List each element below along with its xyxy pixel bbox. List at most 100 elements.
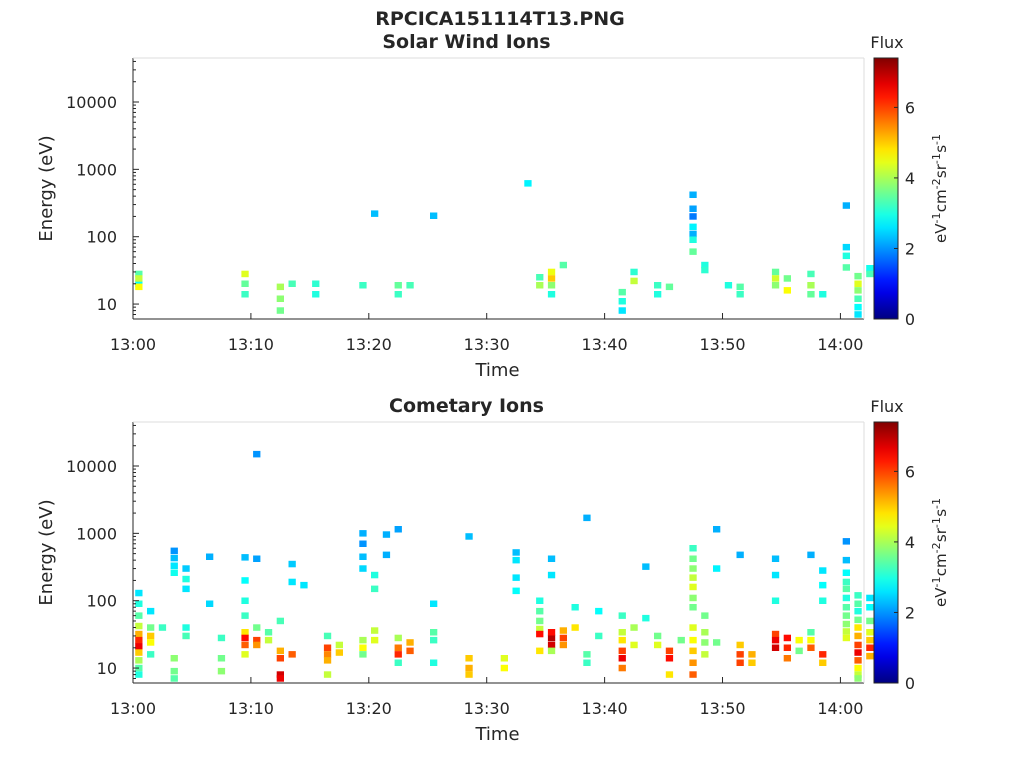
heatmap-cell <box>771 275 780 282</box>
heatmap-cell <box>430 636 438 644</box>
heatmap-cell <box>253 450 261 458</box>
heatmap-cell <box>713 639 721 646</box>
colorbar-title: Flux <box>870 397 903 416</box>
heatmap-cell <box>430 600 438 607</box>
heatmap-cell <box>854 295 862 302</box>
heatmap-cell <box>359 565 367 572</box>
colorbar-gradient <box>873 421 899 684</box>
heatmap-cell <box>689 205 697 212</box>
heatmap-cell <box>465 664 473 672</box>
unit-base: sr <box>932 163 950 178</box>
heatmap-cell <box>689 583 697 591</box>
heatmap-cell <box>536 617 544 625</box>
heatmap-cell <box>135 630 143 638</box>
heatmap-cell <box>547 268 556 276</box>
heatmap-cell <box>170 675 178 682</box>
heatmap-cell <box>866 604 874 611</box>
heatmap-cell <box>430 629 438 636</box>
heatmap-cell <box>394 526 402 533</box>
heatmap-cell <box>701 612 709 619</box>
unit-base: cm <box>932 553 950 576</box>
heatmap-cell <box>665 647 674 655</box>
heatmap-cell <box>465 533 473 540</box>
heatmap-cell <box>736 659 744 666</box>
heatmap-cell <box>819 659 827 666</box>
heatmap-cell <box>135 600 143 607</box>
heatmap-cell <box>807 636 815 644</box>
heatmap-cell <box>241 270 249 278</box>
heatmap-cell <box>241 641 249 649</box>
heatmap-cell <box>335 641 343 649</box>
y-tick-label: 100 <box>86 592 117 611</box>
x-axis-label: Time <box>474 360 519 381</box>
heatmap-cell <box>276 655 284 662</box>
heatmap-cell <box>771 644 780 651</box>
heatmap-cell <box>689 624 697 631</box>
heatmap-cell <box>736 651 744 658</box>
heatmap-cell <box>571 604 579 611</box>
heatmap-cell <box>583 659 591 666</box>
heatmap-cell <box>536 607 544 615</box>
heatmap-cell <box>819 597 827 604</box>
heatmap-cell <box>465 655 473 662</box>
heatmap-cell <box>795 636 803 644</box>
heatmap-cell <box>677 636 685 644</box>
x-tick-label: 14:00 <box>817 699 863 718</box>
colorbar-unit-label: eV-1 cm-2 sr-1 s-1 <box>930 498 950 607</box>
heatmap-cell <box>182 585 190 593</box>
heatmap-cell <box>642 563 650 570</box>
heatmap-cell <box>135 270 143 278</box>
heatmap-cell <box>430 659 438 666</box>
colorbar-tick-label: 2 <box>905 603 915 622</box>
unit-exponent: -1 <box>930 213 943 224</box>
x-tick-label: 13:50 <box>699 699 745 718</box>
heatmap-cells <box>135 450 874 682</box>
heatmap-cell <box>382 531 391 538</box>
heatmap-cell <box>135 589 143 597</box>
heatmap-cell <box>701 266 709 274</box>
heatmap-cell <box>618 629 626 636</box>
heatmap-cell <box>547 275 556 282</box>
heatmap-cell <box>807 282 815 289</box>
heatmap-cell <box>276 675 284 682</box>
heatmap-cell <box>288 560 296 568</box>
heatmap-cell <box>359 282 367 289</box>
heatmap-cell <box>689 574 697 581</box>
colorbar-unit-label: eV-1 cm-2 sr-1 s-1 <box>930 134 950 243</box>
heatmap-cell <box>547 641 556 649</box>
heatmap-cell <box>276 295 284 302</box>
x-tick-label: 13:40 <box>582 699 628 718</box>
heatmap-cell <box>854 664 862 672</box>
heatmap-cell <box>406 282 414 289</box>
heatmap-cell <box>595 607 603 615</box>
heatmap-cell <box>536 274 544 281</box>
panels: Solar Wind Ions 13:00 13:10 13:20 13:30 13:40… <box>36 31 950 745</box>
heatmap-cell <box>583 651 591 658</box>
heatmap-cell <box>618 298 626 305</box>
heatmap-cell <box>618 636 626 644</box>
heatmap-cell <box>771 282 780 289</box>
y-axis-label: Energy (eV) <box>36 499 57 605</box>
heatmap-cell <box>547 291 556 298</box>
heatmap-cell <box>854 641 862 649</box>
heatmap-cell <box>547 647 556 655</box>
heatmap-cell <box>536 597 544 604</box>
heatmap-cell <box>854 675 862 682</box>
heatmap-cell <box>406 639 414 646</box>
heatmap-cell <box>394 291 402 298</box>
heatmap-cell <box>618 647 626 655</box>
heatmap-cell <box>783 644 791 651</box>
heatmap-cell <box>394 634 402 642</box>
unit-exponent: -1 <box>930 153 943 164</box>
heatmap-cell <box>783 275 791 282</box>
y-tick-label: 10000 <box>66 93 117 112</box>
heatmap-cell <box>300 581 308 589</box>
heatmap-cell <box>382 551 391 559</box>
heatmap-cell <box>406 647 414 655</box>
heatmap-cell <box>630 268 638 276</box>
x-tick-label: 13:10 <box>228 699 274 718</box>
heatmap-cell <box>170 562 178 569</box>
heatmap-cell <box>170 569 178 576</box>
heatmap-cell <box>323 657 332 664</box>
